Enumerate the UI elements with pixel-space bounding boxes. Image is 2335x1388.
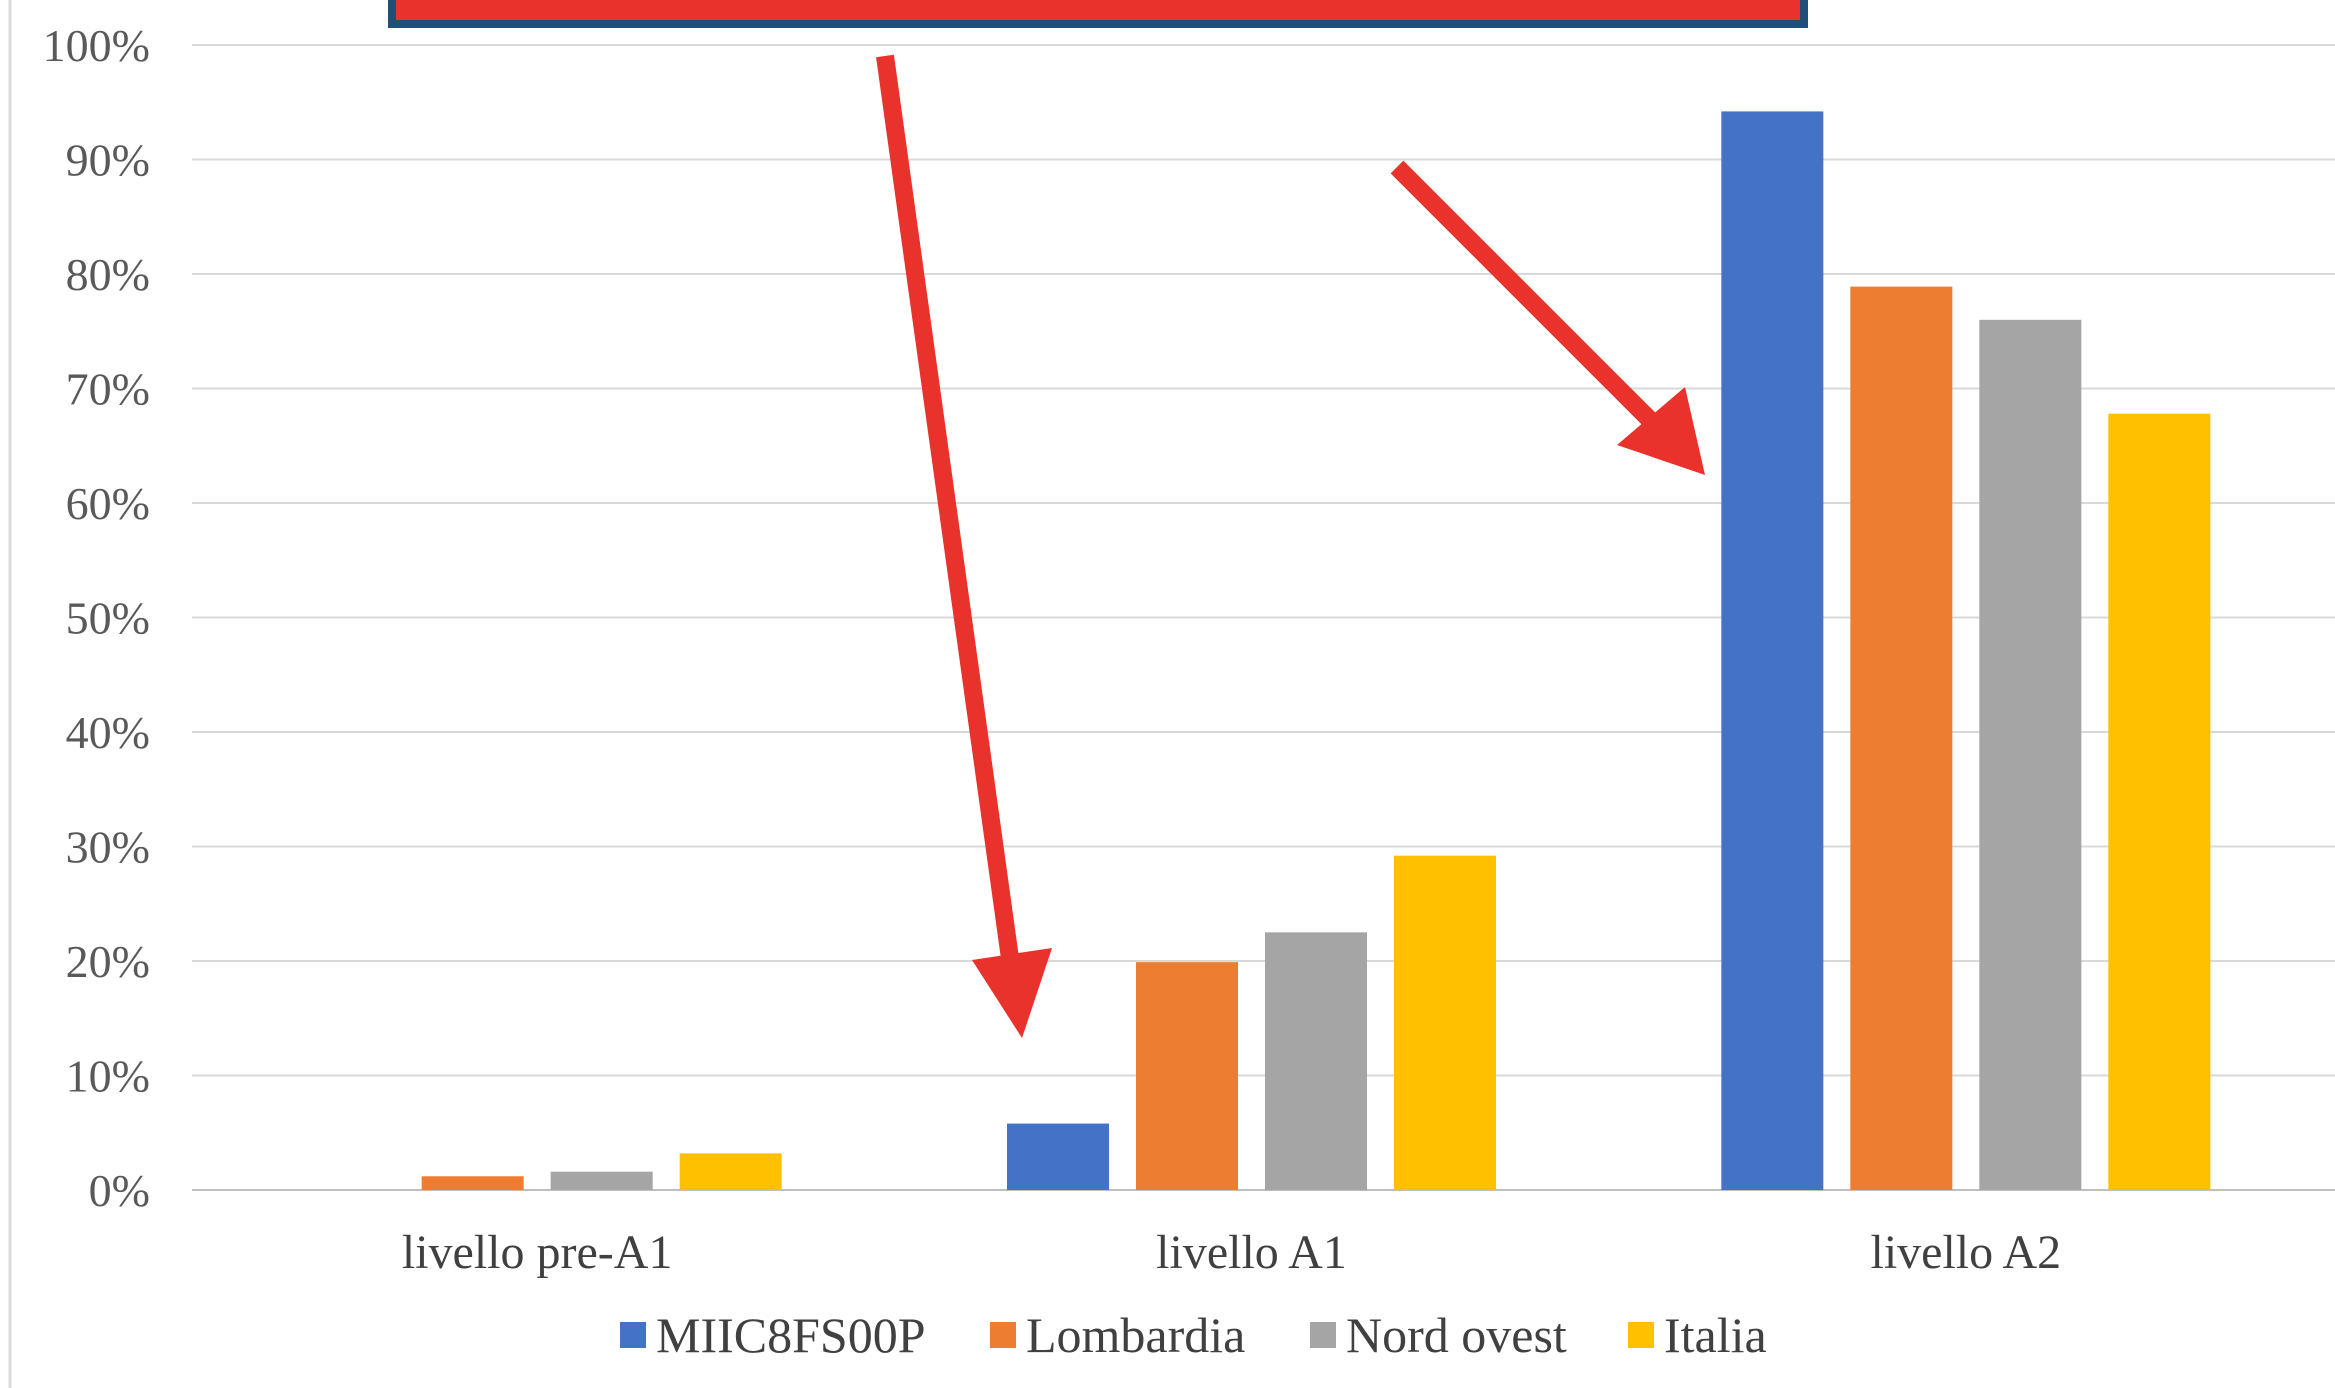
y-tick-label: 20% [66, 936, 150, 987]
y-tick-label: 10% [66, 1051, 150, 1102]
arrow-to-a1-shaft [876, 54, 1022, 982]
y-tick-label: 0% [89, 1165, 150, 1216]
legend-swatch [1628, 1322, 1654, 1348]
bar [679, 1153, 782, 1190]
y-tick-label: 60% [66, 478, 150, 529]
legend-label: Lombardia [1026, 1307, 1245, 1363]
y-tick-label: 30% [66, 822, 150, 873]
legend-label: MIIC8FS00P [656, 1307, 926, 1363]
legend-swatch [620, 1322, 646, 1348]
y-axis: 0% 10% 20% 30% 40% 50% 60% 70% 80% 90% 100% [43, 20, 150, 1216]
x-category-label: livello A2 [1870, 1226, 2061, 1279]
arrow-to-a1-head [972, 948, 1052, 1038]
bar [2108, 413, 2211, 1190]
legend-label: Italia [1664, 1307, 1767, 1363]
bar [1850, 286, 1953, 1191]
arrow-to-a2-shaft [1390, 160, 1662, 432]
gridlines [192, 44, 2335, 1191]
x-category-label: livello pre-A1 [402, 1226, 673, 1279]
bar [1265, 932, 1367, 1190]
y-tick-label: 70% [66, 364, 150, 415]
x-axis: livello pre-A1 livello A1 livello A2 [402, 1226, 2061, 1279]
y-tick-label: 90% [66, 135, 150, 186]
bar [550, 1171, 653, 1190]
bar [1721, 111, 1824, 1190]
y-tick-label: 100% [43, 20, 150, 71]
bars [421, 111, 2211, 1191]
bar [1979, 319, 2082, 1190]
legend-swatch [1310, 1322, 1336, 1348]
x-category-label: livello A1 [1156, 1226, 1347, 1279]
legend-label: Nord ovest [1346, 1307, 1567, 1363]
legend-swatch [990, 1322, 1016, 1348]
bar [1007, 1123, 1109, 1190]
bar [1136, 962, 1238, 1190]
annotation-banner [388, 0, 1808, 28]
annotation-arrows [876, 54, 1705, 1038]
y-tick-label: 80% [66, 249, 150, 300]
bar [421, 1176, 524, 1190]
y-tick-label: 50% [66, 593, 150, 644]
bar [1394, 855, 1496, 1190]
y-tick-label: 40% [66, 707, 150, 758]
legend: MIIC8FS00P Lombardia Nord ovest Italia [620, 1307, 1767, 1363]
arrow-to-a2-head [1617, 387, 1705, 475]
